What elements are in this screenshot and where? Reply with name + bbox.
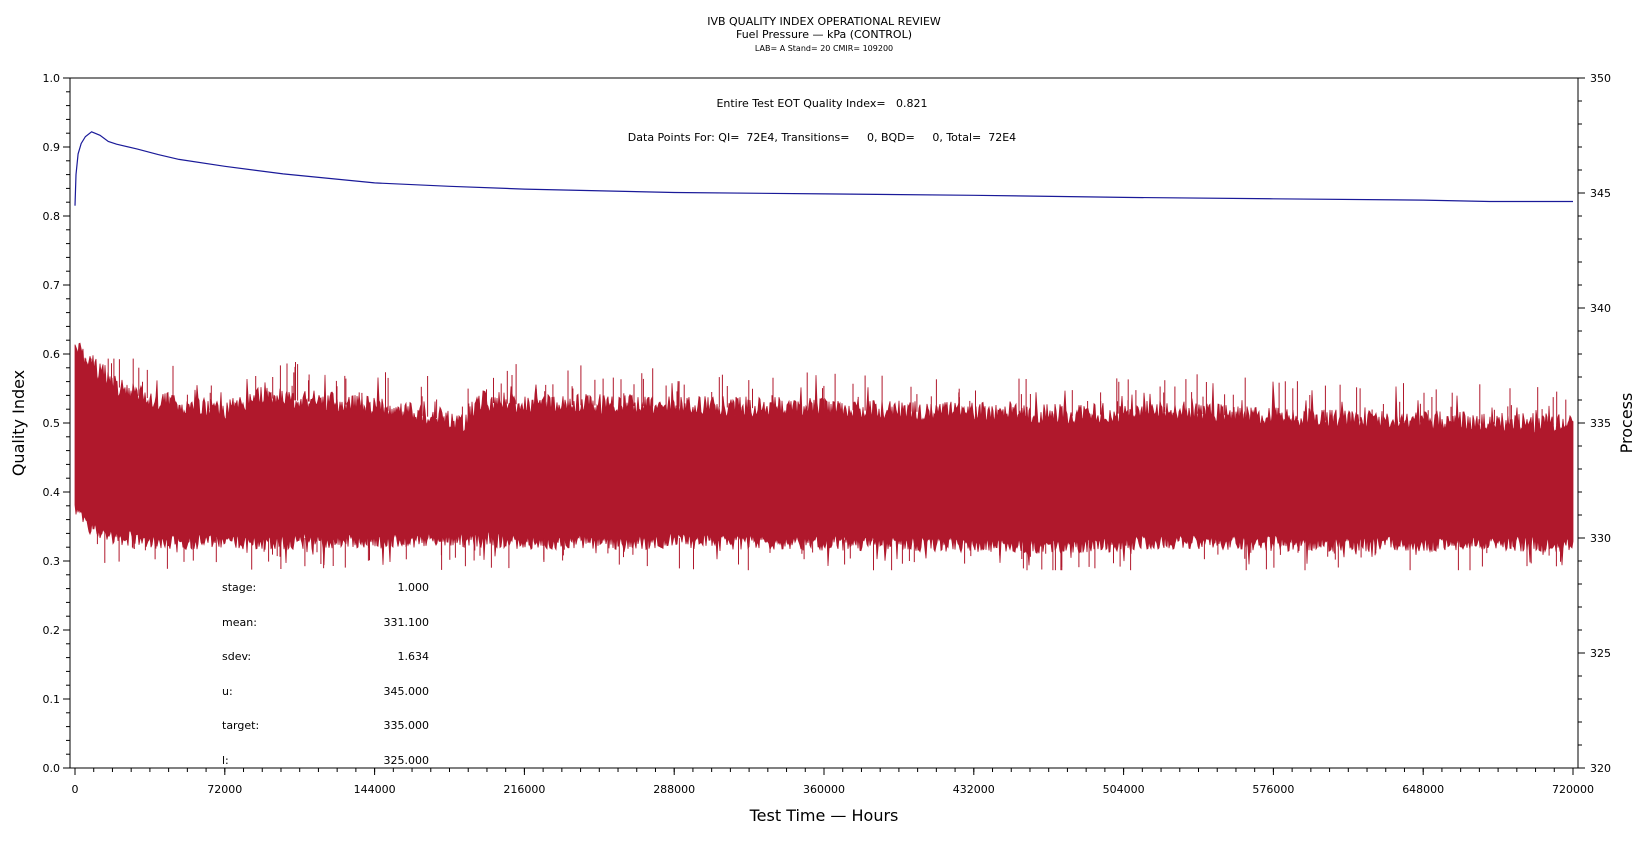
stats-label-stage: stage: [222, 581, 256, 594]
stats-label-target: target: [222, 719, 259, 732]
y-axis-label: Quality Index [9, 370, 28, 476]
y-tick-label: 1.0 [43, 72, 61, 85]
y-tick-label: 0.7 [43, 279, 61, 292]
eot-quality-index-annotation: Entire Test EOT Quality Index= 0.821 [716, 97, 927, 110]
y2-tick-label: 350 [1590, 72, 1611, 85]
stats-label-l: l: [222, 754, 229, 767]
stats-label-u: u: [222, 685, 233, 698]
stats-value-u: 345.000 [384, 685, 430, 698]
quality-index-series [74, 131, 1573, 206]
chart-subtitle: Fuel Pressure — kPa (CONTROL) [736, 28, 912, 41]
y-tick-label: 0.1 [43, 693, 61, 706]
chart-subtitle-lab: LAB= A Stand= 20 CMIR= 109200 [755, 44, 893, 53]
stats-value-l: 325.000 [384, 754, 430, 767]
stats-value-stage: 1.000 [398, 581, 430, 594]
x-tick-label: 360000 [803, 783, 845, 796]
x-tick-label: 648000 [1402, 783, 1444, 796]
y-axis-right: 320 325 330 335 340 345 350 [1578, 72, 1611, 775]
y-tick-label: 0.9 [43, 141, 61, 154]
x-tick-label: 144000 [354, 783, 396, 796]
y-tick-label: 0.0 [43, 762, 61, 775]
x-tick-label: 720000 [1552, 783, 1594, 796]
y2-tick-label: 345 [1590, 187, 1611, 200]
y-tick-label: 0.2 [43, 624, 61, 637]
stats-block: stage: 1.000 mean: 331.100 sdev: 1.634 u… [222, 581, 429, 767]
y2-tick-label: 320 [1590, 762, 1611, 775]
x-tick-label: 504000 [1103, 783, 1145, 796]
chart-title: IVB QUALITY INDEX OPERATIONAL REVIEW [707, 15, 941, 28]
x-tick-label: 288000 [653, 783, 695, 796]
stats-value-target: 335.000 [384, 719, 430, 732]
y-tick-label: 0.8 [43, 210, 61, 223]
x-axis-label: Test Time — Hours [749, 806, 899, 825]
x-tick-label: 576000 [1252, 783, 1294, 796]
y2-tick-label: 330 [1590, 532, 1611, 545]
x-tick-label: 432000 [953, 783, 995, 796]
process-band [74, 342, 1574, 571]
y2-tick-label: 325 [1590, 647, 1611, 660]
x-axis: 0 72000 144000 216000 288000 360000 432000 5040… [72, 768, 1594, 796]
x-tick-label: 0 [72, 783, 79, 796]
stats-value-mean: 331.100 [384, 616, 430, 629]
quality-index-line [74, 131, 1573, 206]
x-tick-label: 216000 [503, 783, 545, 796]
plot-area [74, 131, 1574, 571]
y-tick-label: 0.5 [43, 417, 61, 430]
y2-tick-label: 335 [1590, 417, 1611, 430]
y2-axis-label: Process [1617, 393, 1636, 454]
y-axis-left: 0.0 0.1 0.2 0.3 0.4 0.5 0.6 0.7 0.8 0.9 1.0 [43, 72, 70, 775]
process-band-area [74, 342, 1574, 567]
stats-value-sdev: 1.634 [398, 650, 430, 663]
stats-label-sdev: sdev: [222, 650, 251, 663]
x-tick-label: 72000 [207, 783, 242, 796]
data-points-annotation: Data Points For: QI= 72E4, Transitions= … [628, 131, 1016, 144]
y-tick-label: 0.3 [43, 555, 61, 568]
y-tick-label: 0.6 [43, 348, 61, 361]
y2-tick-label: 340 [1590, 302, 1611, 315]
stats-label-mean: mean: [222, 616, 257, 629]
y-tick-label: 0.4 [43, 486, 61, 499]
